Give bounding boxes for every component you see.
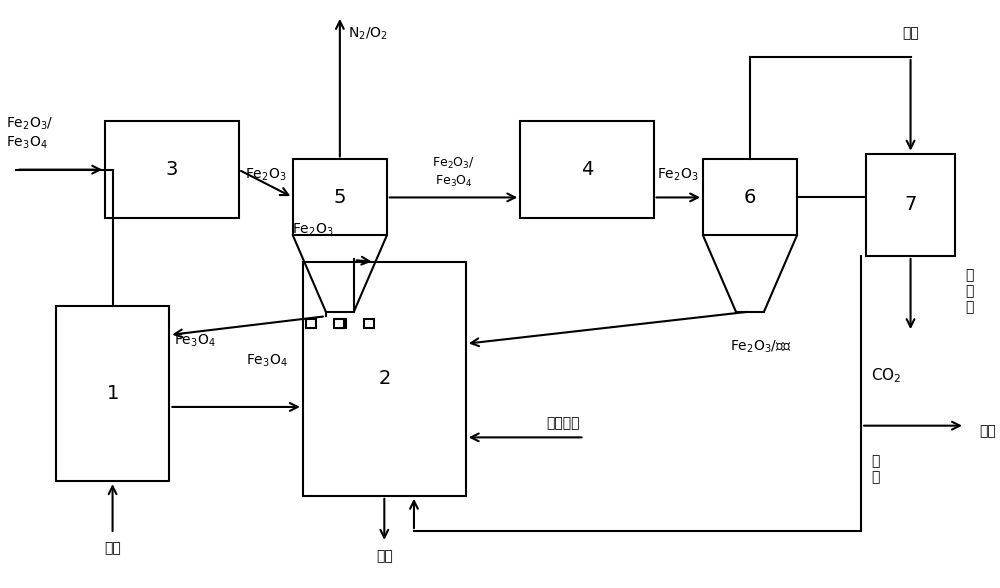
Text: Fe$_3$O$_4$: Fe$_3$O$_4$ — [174, 333, 216, 349]
Text: 6: 6 — [744, 188, 756, 207]
Bar — [703, 159, 797, 235]
Bar — [334, 319, 344, 328]
Bar — [105, 121, 239, 218]
Bar — [293, 159, 387, 235]
Text: Fe$_2$O$_3$: Fe$_2$O$_3$ — [292, 222, 334, 238]
Bar — [520, 121, 654, 218]
Text: 收集: 收集 — [980, 425, 996, 439]
Text: Fe$_2$O$_3$/
Fe$_3$O$_4$: Fe$_2$O$_3$/ Fe$_3$O$_4$ — [6, 115, 54, 151]
Text: 5: 5 — [334, 188, 346, 207]
Text: 3: 3 — [166, 160, 178, 179]
Text: 水
蒸
气: 水 蒸 气 — [965, 268, 973, 314]
Bar — [56, 306, 169, 481]
Text: 1: 1 — [106, 384, 119, 403]
Text: Fe$_3$O$_4$: Fe$_3$O$_4$ — [246, 353, 287, 369]
Bar — [306, 319, 316, 328]
Text: 2: 2 — [378, 369, 391, 388]
Bar — [364, 319, 374, 328]
Text: Fe$_2$O$_3$: Fe$_2$O$_3$ — [657, 166, 699, 183]
Text: 烟气: 烟气 — [902, 26, 919, 41]
Bar — [336, 319, 346, 328]
Text: 循
环: 循 环 — [871, 455, 879, 485]
Text: Fe$_2$O$_3$/
Fe$_3$O$_4$: Fe$_2$O$_3$/ Fe$_3$O$_4$ — [432, 156, 475, 189]
Text: 7: 7 — [904, 195, 917, 214]
Bar — [303, 262, 466, 496]
Text: Fe$_2$O$_3$: Fe$_2$O$_3$ — [245, 166, 287, 183]
Text: 空气: 空气 — [104, 542, 121, 556]
Text: 4: 4 — [581, 160, 593, 179]
Bar — [866, 153, 955, 256]
Text: 固体燃料: 固体燃料 — [546, 416, 579, 430]
Text: 灰渣: 灰渣 — [376, 549, 393, 563]
Text: N$_2$/O$_2$: N$_2$/O$_2$ — [348, 25, 388, 42]
Text: Fe$_2$O$_3$/灰分: Fe$_2$O$_3$/灰分 — [730, 339, 792, 355]
Text: CO$_2$: CO$_2$ — [871, 366, 902, 385]
